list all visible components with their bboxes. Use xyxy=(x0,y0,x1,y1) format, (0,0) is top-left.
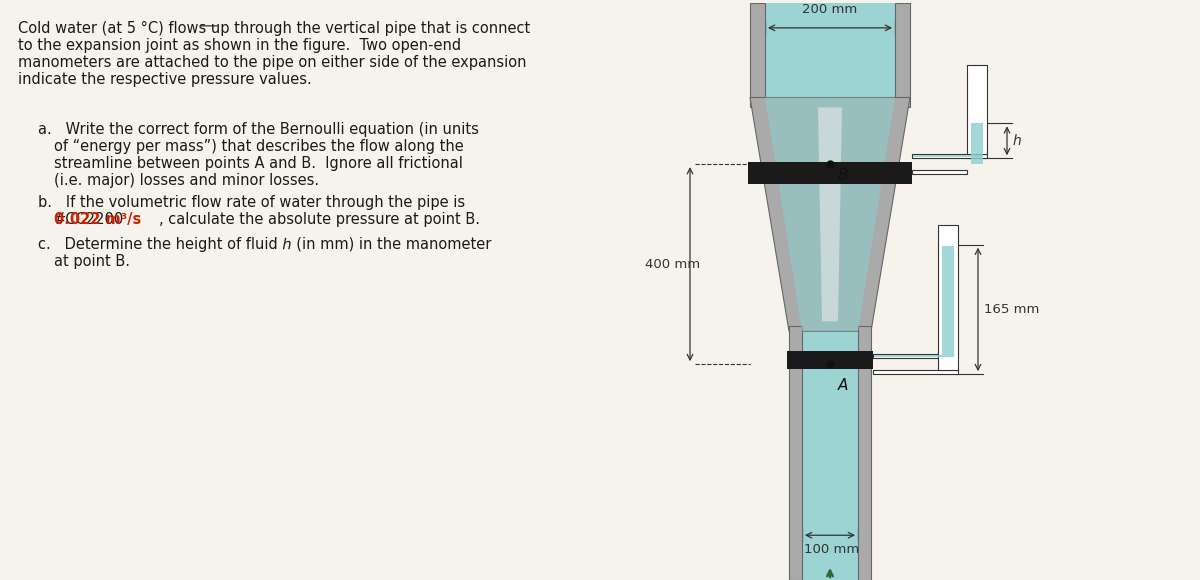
Bar xyxy=(967,65,986,154)
Text: 400 mm: 400 mm xyxy=(646,258,700,271)
Bar xyxy=(971,124,983,164)
Text: a.   Write the correct form of the Bernoulli equation (in units: a. Write the correct form of the Bernoul… xyxy=(38,122,479,137)
Bar xyxy=(895,3,910,107)
Text: Cold water (at 5 °C) flows up through the vertical pipe that is connect: Cold water (at 5 °C) flows up through th… xyxy=(18,21,530,36)
Bar xyxy=(748,162,912,184)
Text: manometers are attached to the pipe on either side of the expansion: manometers are attached to the pipe on e… xyxy=(18,55,527,70)
Text: B: B xyxy=(838,168,848,183)
Bar xyxy=(802,331,858,580)
Bar xyxy=(750,3,766,107)
Text: indicate the respective pressure values.: indicate the respective pressure values. xyxy=(18,72,312,86)
Text: b.   If the volumetric flow rate of water through the pipe is: b. If the volumetric flow rate of water … xyxy=(38,195,466,210)
Text: to the expansion joint as shown in the figure.  Two open-end: to the expansion joint as shown in the f… xyxy=(18,38,461,53)
Bar xyxy=(912,170,967,174)
Bar xyxy=(874,370,958,374)
Text: (i.e. major) losses and minor losses.: (i.e. major) losses and minor losses. xyxy=(54,173,319,188)
Text: 0.022 m³/s: 0.022 m³/s xyxy=(54,212,142,227)
Polygon shape xyxy=(818,107,842,321)
Polygon shape xyxy=(766,97,895,331)
Text: 200 mm: 200 mm xyxy=(802,3,857,16)
Bar xyxy=(942,246,954,355)
Bar xyxy=(912,154,986,158)
Text: , calculate the absolute pressure at point B.: , calculate the absolute pressure at poi… xyxy=(158,212,480,227)
Bar xyxy=(790,327,802,580)
Text: h: h xyxy=(1013,134,1021,148)
Polygon shape xyxy=(750,97,910,331)
Text: at point B.: at point B. xyxy=(54,253,130,269)
Text: streamline between points A and B.  Ignore all frictional: streamline between points A and B. Ignor… xyxy=(54,156,463,171)
Bar xyxy=(938,225,958,370)
Bar xyxy=(913,155,983,157)
Text: 100 mm: 100 mm xyxy=(804,543,859,556)
Bar xyxy=(787,351,874,369)
Text: #CC2200: #CC2200 xyxy=(54,212,125,227)
Bar xyxy=(858,327,871,580)
FancyBboxPatch shape xyxy=(766,3,895,128)
Text: c.   Determine the height of fluid ℎ (in mm) in the manometer: c. Determine the height of fluid ℎ (in m… xyxy=(38,237,491,252)
Text: of “energy per mass”) that describes the flow along the: of “energy per mass”) that describes the… xyxy=(54,139,463,154)
Text: 165 mm: 165 mm xyxy=(984,303,1039,316)
Bar xyxy=(874,355,954,357)
Bar xyxy=(874,354,938,358)
Text: A: A xyxy=(838,378,848,393)
